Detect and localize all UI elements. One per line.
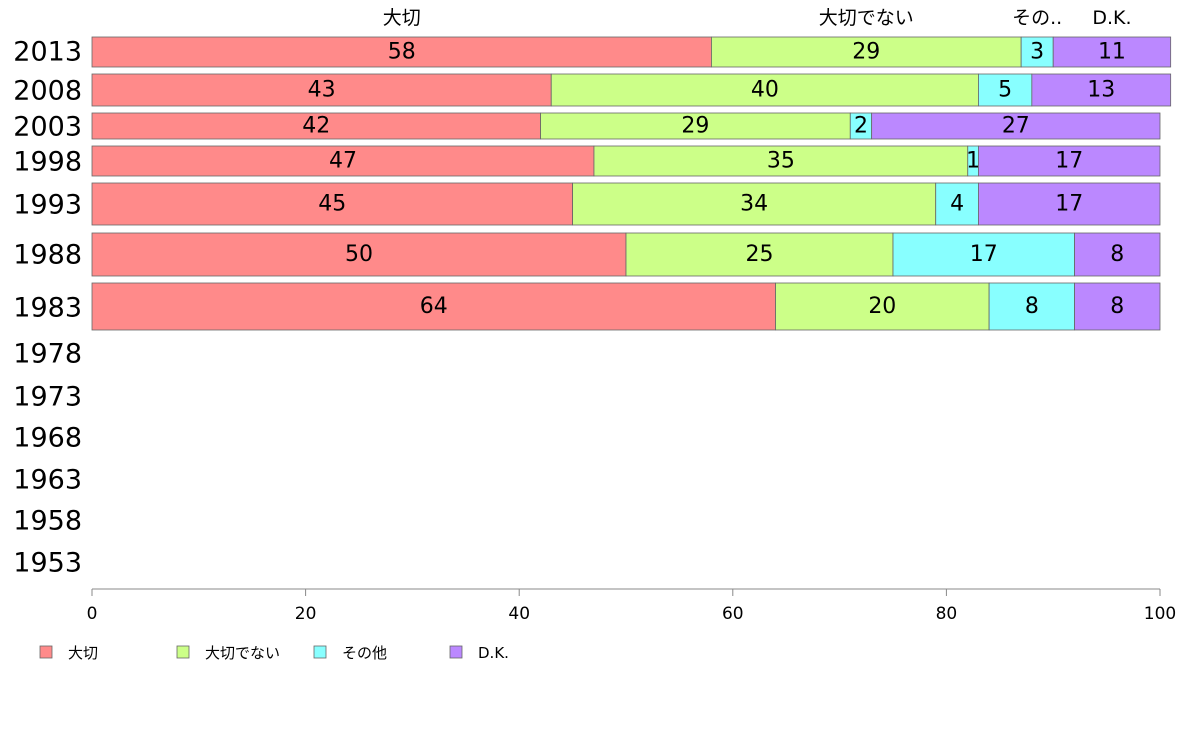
bar-value-label: 3 — [1030, 40, 1044, 65]
bar-value-label: 25 — [746, 242, 774, 267]
x-tick-label-60: 60 — [722, 604, 744, 624]
bar-2013-series-0 — [91, 36, 712, 68]
bar-2013-series-2 — [1020, 36, 1054, 68]
year-label-1973: 1973 — [13, 382, 82, 413]
x-tick-label-100: 100 — [1144, 604, 1176, 624]
bar-2013-series-3 — [1052, 36, 1172, 68]
bar-value-label: 35 — [767, 149, 795, 174]
legend-swatch-0 — [39, 645, 53, 659]
legend-swatch-2 — [313, 645, 327, 659]
bar-2013-series-1 — [711, 36, 1022, 68]
year-label-2013: 2013 — [13, 37, 82, 68]
bar-value-label: 5 — [998, 78, 1012, 103]
bar-value-label: 8 — [1025, 294, 1039, 319]
top-category-labels: 大切 大切でない その.. D.K. — [383, 7, 1132, 29]
bar-value-label: 11 — [1098, 40, 1126, 65]
bar-1988-series-3 — [1074, 232, 1161, 277]
x-tick-label-0: 0 — [87, 604, 98, 624]
year-label-1953: 1953 — [13, 548, 82, 579]
bar-value-label: 13 — [1087, 78, 1115, 103]
bar-2008-series-2 — [978, 73, 1033, 107]
year-label-1978: 1978 — [13, 339, 82, 370]
legend-swatch-1 — [176, 645, 190, 659]
bar-value-label: 8 — [1110, 242, 1124, 267]
bar-value-label: 1 — [966, 149, 980, 174]
bar-value-label: 64 — [420, 294, 448, 319]
x-axis: 0 20 40 60 80 100 — [87, 588, 1176, 624]
bar-1983-series-1 — [775, 282, 990, 331]
top-label-1: 大切でない — [819, 7, 914, 29]
legend-label-2: その他 — [342, 644, 387, 662]
bar-value-label: 4 — [950, 192, 964, 217]
year-label-1998: 1998 — [13, 147, 82, 178]
bar-value-label: 29 — [852, 40, 880, 65]
bar-1993-series-0 — [91, 182, 574, 226]
bar-1993-series-2 — [935, 182, 979, 226]
year-label-2008: 2008 — [13, 76, 82, 107]
year-label-2003: 2003 — [13, 112, 82, 143]
bar-value-label: 17 — [1055, 149, 1083, 174]
legend-label-0: 大切 — [68, 644, 98, 662]
bar-1993-series-3 — [978, 182, 1161, 226]
bar-2008-series-0 — [91, 73, 552, 107]
bar-value-label: 45 — [318, 192, 346, 217]
year-label-1988: 1988 — [13, 240, 82, 271]
bar-1998-series-1 — [593, 145, 969, 177]
bar-value-label: 27 — [1002, 114, 1030, 139]
bar-1998-series-0 — [91, 145, 595, 177]
bar-value-label: 17 — [970, 242, 998, 267]
bar-value-label: 8 — [1110, 294, 1124, 319]
top-label-2: その.. — [1012, 7, 1062, 29]
bar-1983-series-3 — [1074, 282, 1161, 331]
bar-value-label: 2 — [854, 114, 868, 139]
bar-2003-series-3 — [871, 112, 1161, 140]
bar-2003-series-0 — [91, 112, 541, 140]
x-tick-label-40: 40 — [508, 604, 530, 624]
bar-value-label: 29 — [681, 114, 709, 139]
year-label-1983: 1983 — [13, 293, 82, 324]
year-label-1963: 1963 — [13, 465, 82, 496]
bar-value-label: 34 — [740, 192, 768, 217]
bar-value-label: 43 — [308, 78, 336, 103]
year-labels: 2013 2008 2003 1998 1993 1988 1983 1978 1973 1968… — [13, 37, 82, 579]
bar-1998-series-3 — [978, 145, 1161, 177]
legend-label-1: 大切でない — [205, 644, 280, 662]
bar-1983-series-2 — [988, 282, 1075, 331]
bar-value-label: 20 — [868, 294, 896, 319]
year-label-1958: 1958 — [13, 506, 82, 537]
bar-value-label: 42 — [302, 114, 330, 139]
bar-1988-series-1 — [625, 232, 894, 277]
top-label-0: 大切 — [383, 7, 421, 29]
bar-value-label: 58 — [388, 40, 416, 65]
bar-1988-series-0 — [91, 232, 627, 277]
bar-2008-series-1 — [550, 73, 979, 107]
legend-label-3: D.K. — [478, 644, 509, 662]
year-label-1968: 1968 — [13, 423, 82, 454]
legend-swatch-3 — [449, 645, 463, 659]
bar-2003-series-1 — [540, 112, 851, 140]
bar-2008-series-3 — [1031, 73, 1172, 107]
legend: 大切 大切でない その他 D.K. — [39, 644, 509, 662]
bar-1983-series-0 — [91, 282, 776, 331]
top-label-3: D.K. — [1092, 7, 1131, 29]
x-tick-label-20: 20 — [295, 604, 317, 624]
year-label-1993: 1993 — [13, 190, 82, 221]
bar-value-label: 40 — [751, 78, 779, 103]
bar-value-label: 17 — [1055, 192, 1083, 217]
x-tick-label-80: 80 — [936, 604, 958, 624]
bar-value-label: 47 — [329, 149, 357, 174]
bar-1993-series-1 — [572, 182, 937, 226]
bar-value-label: 50 — [345, 242, 373, 267]
